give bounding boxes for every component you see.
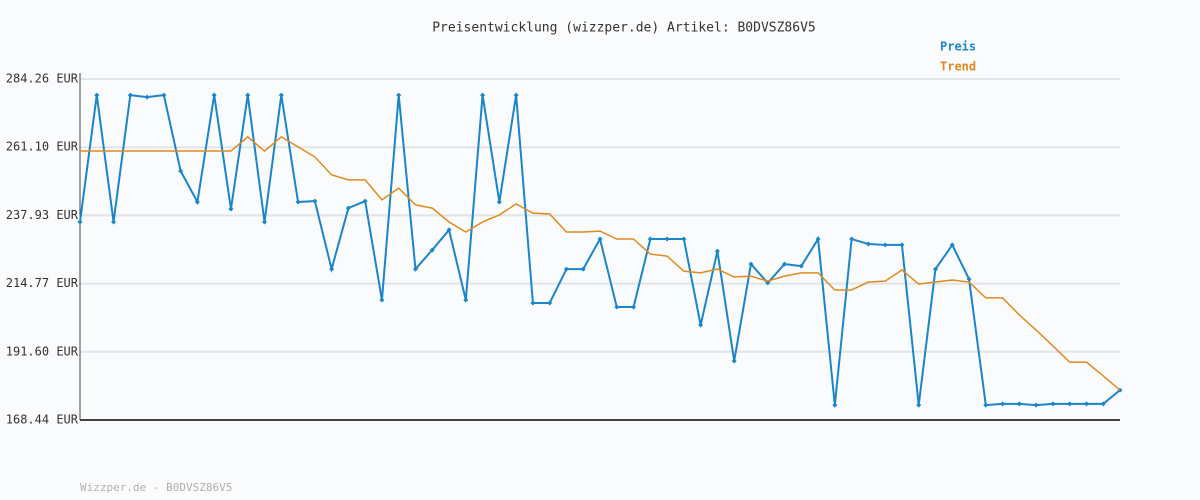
- point: [782, 261, 788, 267]
- series-line: [80, 135, 1121, 391]
- y-tick-label: 284.26 EUR: [6, 72, 79, 86]
- point: [345, 205, 351, 211]
- point: [647, 236, 653, 242]
- point: [228, 206, 234, 212]
- point: [278, 92, 284, 98]
- point: [513, 92, 519, 98]
- point: [295, 199, 301, 205]
- y-tick-label: 191.60 EUR: [6, 344, 79, 358]
- point: [580, 266, 586, 272]
- point: [547, 300, 553, 306]
- point: [312, 198, 318, 204]
- y-tick-label: 168.44 EUR: [6, 413, 79, 427]
- point: [178, 168, 184, 174]
- point: [1067, 401, 1073, 407]
- point: [362, 198, 368, 204]
- point: [1000, 401, 1006, 407]
- point: [530, 300, 536, 306]
- point: [765, 280, 771, 286]
- legend-label: Trend: [940, 60, 976, 74]
- point: [966, 276, 972, 282]
- point: [748, 261, 754, 267]
- legend-label: Preis: [940, 40, 976, 54]
- point: [899, 242, 905, 248]
- point: [94, 92, 100, 98]
- point: [698, 322, 704, 328]
- point: [496, 199, 502, 205]
- point: [127, 92, 133, 98]
- point: [597, 236, 603, 242]
- y-tick-label: 237.93 EUR: [6, 208, 79, 222]
- point: [480, 92, 486, 98]
- footer: Wizzper.de - B0DVSZ86V5: [80, 481, 232, 494]
- point: [916, 402, 922, 408]
- point: [681, 236, 687, 242]
- point: [949, 242, 955, 248]
- point: [396, 92, 402, 98]
- point: [714, 248, 720, 254]
- y-tick-label: 261.10 EUR: [6, 140, 79, 154]
- point: [983, 402, 989, 408]
- point: [379, 297, 385, 303]
- point: [1050, 401, 1056, 407]
- point: [429, 247, 435, 253]
- point: [463, 297, 469, 303]
- point: [882, 242, 888, 248]
- point: [111, 219, 117, 225]
- point: [1033, 402, 1039, 408]
- point: [731, 358, 737, 364]
- chart-title: Preisentwicklung (wizzper.de) Artikel: B…: [432, 21, 816, 36]
- point: [329, 266, 335, 272]
- point: [815, 236, 821, 242]
- point: [144, 94, 150, 100]
- point: [1016, 401, 1022, 407]
- series-line: [79, 93, 1121, 407]
- point: [832, 402, 838, 408]
- point: [932, 266, 938, 272]
- point: [446, 227, 452, 233]
- point: [563, 266, 569, 272]
- point: [262, 219, 268, 225]
- point: [849, 236, 855, 242]
- point: [245, 92, 251, 98]
- point: [1100, 401, 1106, 407]
- y-tick-label: 214.77 EUR: [6, 276, 79, 290]
- point: [211, 92, 217, 98]
- point: [161, 92, 167, 98]
- point: [614, 304, 620, 310]
- point: [412, 266, 418, 272]
- point: [77, 219, 83, 225]
- point: [1083, 401, 1089, 407]
- point: [631, 304, 637, 310]
- point: [194, 199, 200, 205]
- point: [865, 241, 871, 247]
- point: [798, 263, 804, 269]
- point: [664, 236, 670, 242]
